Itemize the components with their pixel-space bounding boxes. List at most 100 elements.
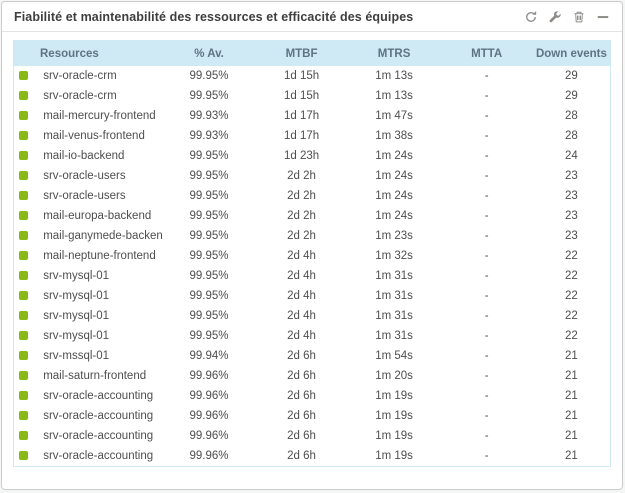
resource-name[interactable]: srv-oracle-users (43, 189, 126, 202)
table-row: srv-mysql-01 99.95% 2d 4h 1m 31s - 22 (14, 286, 611, 306)
availability-cell: 99.95% (189, 90, 229, 102)
mtbf-cell: 2d 6h (287, 350, 316, 362)
status-ok-icon (19, 311, 28, 321)
mtta-cell: - (484, 270, 489, 282)
status-ok-icon (19, 71, 28, 81)
down-events-cell: 22 (565, 290, 578, 302)
minus-icon[interactable] (596, 10, 610, 24)
mtbf-cell: 2d 4h (287, 270, 316, 282)
down-events-cell: 21 (565, 370, 578, 382)
mtbf-cell: 2d 6h (287, 390, 316, 402)
down-events-cell: 22 (565, 250, 578, 262)
mtrs-cell: 1m 19s (375, 450, 413, 462)
mtbf-cell: 2d 4h (287, 310, 316, 322)
resource-name[interactable]: mail-ganymede-backend (43, 229, 163, 242)
status-ok-icon (19, 251, 28, 261)
mtrs-cell: 1m 24s (375, 170, 413, 182)
mtbf-cell: 1d 17h (283, 130, 320, 142)
mtbf-cell: 2d 4h (287, 330, 316, 342)
availability-cell: 99.93% (189, 110, 229, 122)
resource-name[interactable]: srv-mysql-01 (43, 329, 110, 342)
trash-icon[interactable] (572, 10, 586, 24)
availability-cell: 99.95% (189, 150, 229, 162)
resource-cell: srv-mysql-01 (14, 266, 163, 286)
column-header-resources[interactable]: Resources (13, 40, 163, 66)
resource-name[interactable]: srv-oracle-accounting (43, 389, 154, 402)
resource-name[interactable]: mail-venus-frontend (43, 129, 145, 142)
mtbf-cell: 1d 15h (283, 70, 320, 82)
down-events-cell: 23 (565, 170, 578, 182)
resource-name[interactable]: srv-mysql-01 (43, 289, 110, 302)
table-row: srv-mysql-01 99.95% 2d 4h 1m 31s - 22 (14, 266, 611, 286)
mtrs-cell: 1m 19s (375, 430, 413, 442)
table-row: srv-mssql-01 99.94% 2d 6h 1m 54s - 21 (14, 346, 611, 366)
status-ok-icon (19, 151, 28, 161)
availability-cell: 99.95% (189, 330, 229, 342)
availability-cell: 99.96% (189, 430, 229, 442)
mtta-cell: - (484, 450, 489, 462)
resource-name[interactable]: srv-mysql-01 (43, 309, 110, 322)
status-ok-icon (19, 171, 28, 181)
availability-cell: 99.95% (189, 290, 229, 302)
resource-name[interactable]: mail-europa-backend (43, 209, 152, 222)
mtrs-cell: 1m 31s (375, 290, 413, 302)
resource-name[interactable]: mail-saturn-frontend (43, 369, 147, 382)
mtbf-cell: 2d 2h (287, 170, 316, 182)
mtrs-cell: 1m 13s (375, 70, 413, 82)
column-header-down-events[interactable]: Down events (532, 40, 611, 66)
resource-name[interactable]: srv-mysql-01 (43, 269, 110, 282)
mtrs-cell: 1m 24s (375, 150, 413, 162)
down-events-cell: 21 (565, 430, 578, 442)
resource-cell: srv-oracle-crm (14, 66, 163, 86)
mtbf-cell: 1d 15h (283, 90, 320, 102)
resource-cell: mail-mercury-frontend (14, 106, 163, 126)
down-events-cell: 22 (565, 310, 578, 322)
resource-name[interactable]: srv-oracle-crm (43, 89, 117, 102)
down-events-cell: 21 (565, 410, 578, 422)
resource-name[interactable]: mail-io-backend (43, 149, 125, 162)
status-ok-icon (19, 371, 28, 381)
resource-name[interactable]: srv-oracle-users (43, 169, 126, 182)
availability-cell: 99.95% (189, 170, 229, 182)
mtbf-cell: 2d 4h (287, 250, 316, 262)
mtbf-cell: 2d 6h (287, 450, 316, 462)
column-header-mtbf[interactable]: MTBF (255, 40, 348, 66)
resource-name[interactable]: srv-oracle-accounting (43, 409, 154, 422)
wrench-icon[interactable] (548, 10, 562, 24)
availability-cell: 99.93% (189, 130, 229, 142)
availability-cell: 99.96% (189, 390, 229, 402)
status-ok-icon (19, 291, 28, 301)
table-row: srv-oracle-accounting 99.96% 2d 6h 1m 19… (14, 406, 611, 426)
mtta-cell: - (484, 330, 489, 342)
resource-name[interactable]: mail-mercury-frontend (43, 109, 156, 122)
column-header-availability[interactable]: % Av. (162, 40, 256, 66)
refresh-icon[interactable] (524, 10, 538, 24)
table-row: srv-mysql-01 99.95% 2d 4h 1m 31s - 22 (14, 306, 611, 326)
down-events-cell: 22 (565, 330, 578, 342)
column-header-mtta[interactable]: MTTA (440, 40, 533, 66)
resource-name[interactable]: srv-mssql-01 (43, 349, 110, 362)
status-ok-icon (19, 231, 28, 241)
resource-cell: mail-europa-backend (14, 206, 163, 226)
resource-name[interactable]: srv-oracle-accounting (43, 449, 154, 462)
resource-cell: srv-mysql-01 (14, 306, 163, 326)
column-header-mtrs[interactable]: MTRS (347, 40, 441, 66)
resource-cell: mail-neptune-frontend (14, 246, 163, 266)
mtbf-cell: 1d 23h (283, 150, 320, 162)
mtta-cell: - (484, 370, 489, 382)
resource-name[interactable]: mail-neptune-frontend (43, 249, 156, 262)
status-ok-icon (19, 91, 28, 101)
mtta-cell: - (484, 210, 489, 222)
resource-cell: srv-oracle-accounting (14, 386, 163, 406)
down-events-cell: 23 (565, 190, 578, 202)
resource-name[interactable]: srv-oracle-accounting (43, 429, 154, 442)
mtbf-cell: 2d 6h (287, 430, 316, 442)
table-row: srv-oracle-accounting 99.96% 2d 6h 1m 19… (14, 386, 611, 406)
resource-cell: mail-ganymede-backend (14, 226, 163, 246)
resource-name[interactable]: srv-oracle-crm (43, 69, 117, 82)
status-ok-icon (19, 391, 28, 401)
mtrs-cell: 1m 31s (375, 330, 413, 342)
status-ok-icon (19, 131, 28, 141)
mtrs-cell: 1m 31s (375, 270, 413, 282)
